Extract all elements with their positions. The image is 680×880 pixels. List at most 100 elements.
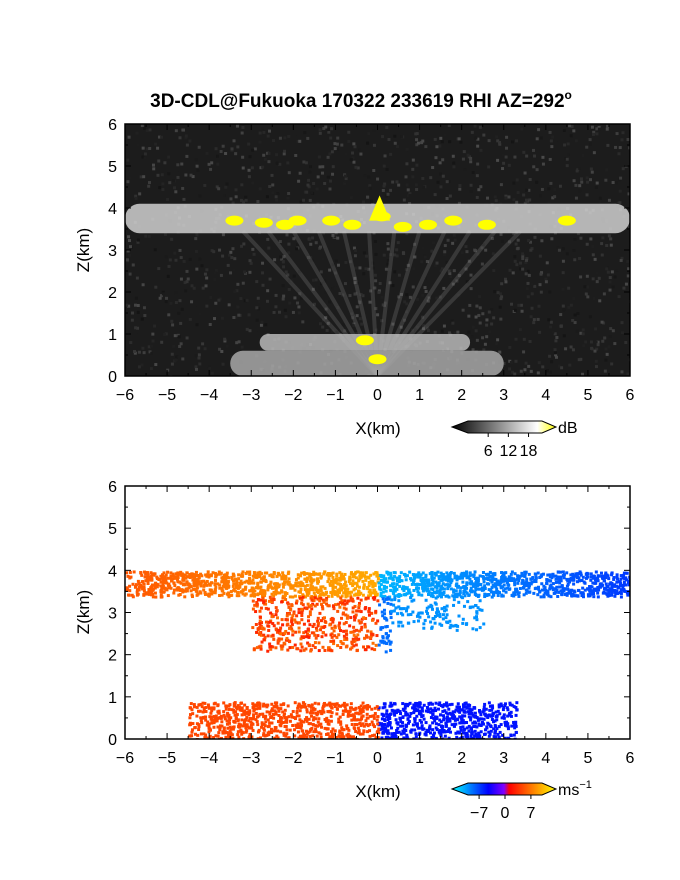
velocity-pixel [433,719,437,723]
velocity-pixel [576,594,580,598]
noise-speckle [194,365,198,369]
velocity-pixel [557,590,561,594]
noise-speckle [519,261,523,265]
noise-speckle [580,180,584,184]
velocity-pixel [477,731,481,735]
noise-speckle [174,258,178,262]
velocity-pixel [443,576,447,580]
velocity-pixel [198,709,202,713]
velocity-pixel [388,717,392,721]
velocity-pixel [413,720,417,724]
velocity-pixel [495,718,499,722]
velocity-streak [326,646,330,650]
velocity-pixel [467,724,471,728]
noise-speckle [565,164,569,168]
velocity-pixel [500,574,504,578]
velocity-pixel [540,573,544,577]
noise-speckle [197,353,201,357]
velocity-pixel [305,710,309,714]
velocity-pixel [335,574,339,578]
velocity-pixel [471,573,475,577]
velocity-pixel [594,587,598,591]
velocity-pixel [226,731,230,735]
noise-speckle [624,340,628,344]
velocity-pixel [225,573,229,577]
noise-speckle [270,173,274,177]
velocity-pixel [544,588,548,592]
velocity-pixel [509,572,513,576]
noise-speckle [129,341,133,345]
velocity-pixel [441,572,445,576]
velocity-pixel [419,583,423,587]
noise-speckle [177,335,181,339]
velocity-pixel [395,579,399,583]
velocity-pixel [501,576,505,580]
velocity-pixel [474,588,478,592]
velocity-pixel [336,578,340,582]
noise-speckle [581,372,585,376]
velocity-pixel [328,736,332,739]
noise-speckle [319,270,323,274]
noise-speckle [184,134,188,138]
velocity-pixel [321,706,325,710]
velocity-pixel [191,712,195,716]
noise-speckle [603,264,607,268]
velocity-pixel [344,584,348,588]
velocity-pixel [473,590,477,594]
velocity-pixel [497,735,501,739]
velocity-pixel [311,718,315,722]
velocity-pixel [514,720,518,724]
velocity-pixel [297,714,301,718]
velocity-pixel [209,589,213,593]
velocity-pixel [560,590,564,594]
noise-speckle [588,138,592,142]
velocity-pixel [459,721,463,725]
velocity-streak [344,645,348,649]
velocity-pixel [310,703,314,707]
velocity-pixel [312,570,316,574]
velocity-pixel [431,728,435,732]
noise-speckle [163,232,167,236]
noise-speckle [603,369,607,373]
velocity-pixel [394,709,398,713]
noise-speckle [163,333,167,337]
velocity-pixel [212,735,216,739]
velocity-pixel [236,718,240,722]
noise-speckle [626,259,630,263]
reflectivity-hotspot [322,215,341,226]
velocity-pixel [147,588,151,592]
velocity-pixel [507,713,511,717]
velocity-pixel [235,713,239,717]
velocity-pixel [200,579,204,583]
velocity-pixel [296,722,300,726]
velocity-pixel [513,724,517,728]
velocity-pixel [251,578,255,582]
velocity-streak [285,611,289,615]
velocity-streak [266,634,270,638]
velocity-pixel [439,713,443,717]
velocity-pixel [381,574,385,578]
velocity-pixel [615,580,619,584]
velocity-pixel [596,595,600,599]
velocity-pixel [230,575,234,579]
velocity-pixel [210,718,214,722]
velocity-pixel [305,583,309,587]
noise-speckle [386,247,390,251]
noise-speckle [442,286,446,290]
noise-speckle [508,367,512,371]
velocity-pixel [434,580,438,584]
velocity-pixel [315,734,319,738]
velocity-pixel [305,719,309,723]
noise-speckle [381,303,385,307]
velocity-pixel [619,588,623,592]
noise-speckle [471,170,475,174]
noise-speckle [348,260,352,264]
noise-speckle [365,254,369,258]
velocity-pixel [439,720,443,724]
velocity-pixel [515,587,519,591]
velocity-pixel [473,729,477,733]
noise-speckle [578,256,582,260]
noise-speckle [594,340,598,344]
noise-speckle [182,197,186,201]
velocity-pixel [510,703,514,707]
